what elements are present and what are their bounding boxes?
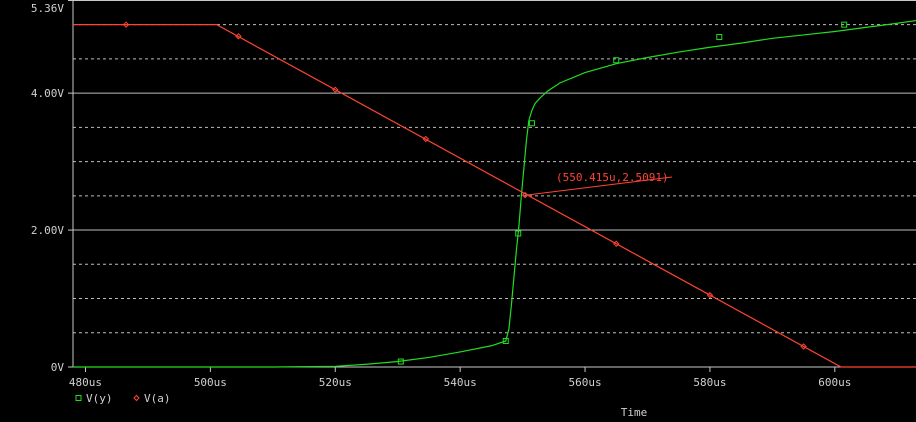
series-line-0 [73, 19, 916, 368]
legend: V(y) V(a) [75, 392, 171, 405]
series-line-1 [73, 24, 916, 368]
x-tick-label: 480us [69, 376, 102, 389]
axis-layer [68, 0, 916, 372]
y-tick-label: 5.36V [31, 2, 64, 15]
series-marker-square [502, 337, 509, 344]
annotation-label: (550.415u,2.5091) [556, 171, 669, 184]
series-marker-square [528, 120, 535, 127]
series-marker-diamond [613, 240, 620, 247]
series-marker-diamond [422, 135, 430, 143]
series-layer [73, 19, 916, 368]
grid-layer [73, 24, 916, 334]
series-marker-square [397, 358, 404, 365]
legend-symbol-diamond [133, 394, 140, 402]
marker-layer [122, 21, 848, 365]
series-marker-diamond [800, 343, 807, 350]
series-marker-square [841, 21, 848, 28]
x-tick-label: 580us [693, 376, 726, 389]
series-marker-square [515, 230, 522, 237]
x-tick-label: 520us [319, 376, 352, 389]
annotation-layer: (550.415u,2.5091) [525, 171, 673, 196]
x-tick-label: 500us [194, 376, 227, 389]
legend-symbol-square [75, 395, 82, 401]
x-axis-title: Time [621, 406, 648, 419]
x-tick-label: 540us [444, 376, 477, 389]
series-marker-diamond [521, 191, 529, 199]
label-layer: 0V 2.00V 4.00V 5.36V 480us 500us 520us 540us 560… [31, 2, 852, 419]
series-marker-diamond [332, 86, 339, 93]
legend-label: V(a) [144, 392, 171, 405]
x-tick-label: 600us [818, 376, 851, 389]
series-marker-diamond [235, 33, 242, 40]
series-marker-square [716, 33, 723, 40]
series-marker-square [613, 57, 620, 64]
x-tick-label: 560us [568, 376, 601, 389]
y-tick-label: 0V [51, 361, 65, 374]
series-marker-diamond [706, 291, 714, 299]
annotation-leader-line [525, 176, 673, 196]
series-marker-diamond [122, 21, 130, 28]
y-tick-label: 4.00V [31, 87, 64, 100]
y-tick-label: 2.00V [31, 224, 64, 237]
legend-label: V(y) [86, 392, 113, 405]
